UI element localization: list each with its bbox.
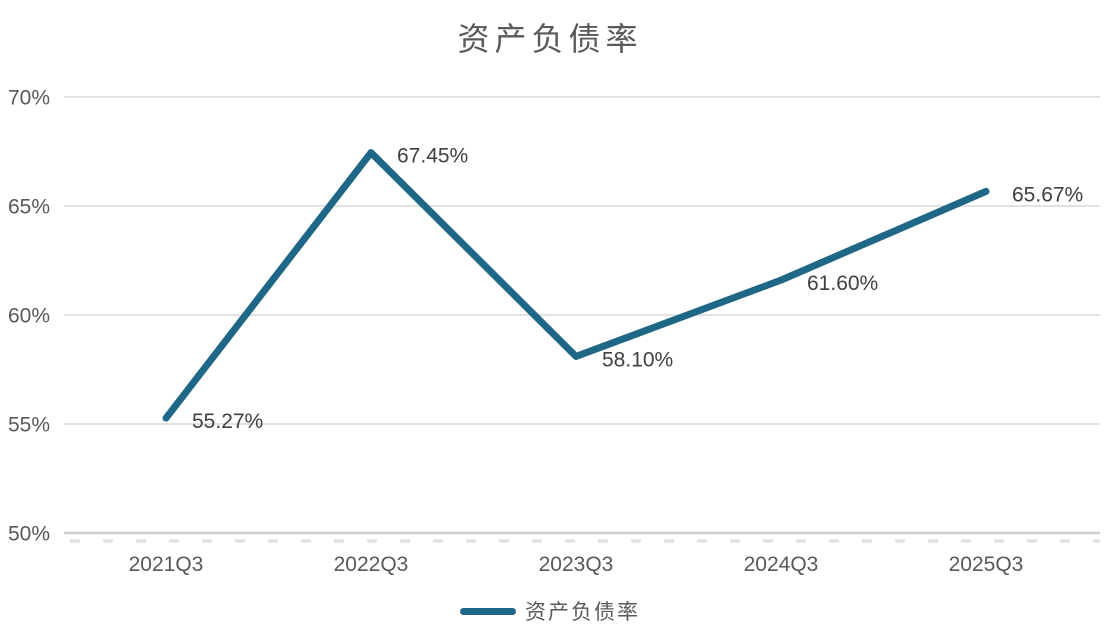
data-label: 58.10% (602, 348, 673, 371)
x-axis-tick-label: 2023Q3 (539, 553, 614, 576)
y-axis-tick-label: 50% (8, 523, 50, 546)
x-axis-tick-label: 2025Q3 (949, 553, 1024, 576)
x-axis-tick-label: 2022Q3 (334, 553, 409, 576)
y-axis-tick-label: 70% (8, 87, 50, 110)
data-label: 55.27% (192, 410, 263, 433)
chart-title: 资产负债率 (457, 21, 643, 57)
y-axis-tick-label: 65% (8, 196, 50, 219)
data-label: 67.45% (397, 145, 468, 168)
y-axis-tick-label: 55% (8, 414, 50, 437)
x-axis-tick-label: 2024Q3 (744, 553, 819, 576)
legend-series-label: 资产负债率 (525, 601, 640, 624)
series-line (162, 149, 990, 422)
legend-line-swatch (460, 607, 516, 615)
data-label: 61.60% (807, 272, 878, 295)
y-axis-tick-label: 60% (8, 305, 50, 328)
legend: 资产负债率 (0, 596, 1100, 626)
x-axis-tick-label: 2021Q3 (129, 553, 204, 576)
data-label: 65.67% (1012, 183, 1083, 206)
